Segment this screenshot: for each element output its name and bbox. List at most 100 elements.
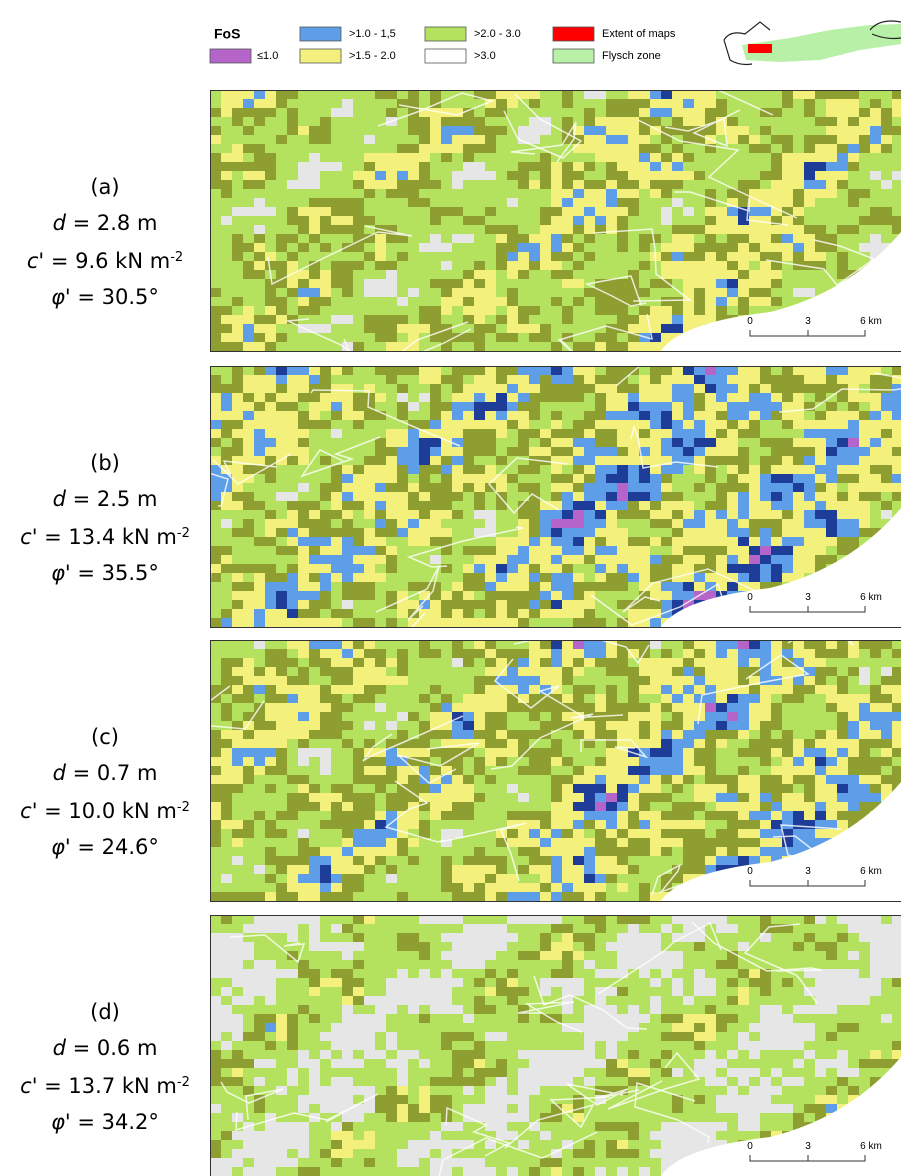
terrain-cell	[551, 243, 562, 252]
terrain-cell	[705, 438, 716, 447]
terrain-cell	[507, 288, 518, 297]
terrain-cell	[606, 748, 617, 757]
terrain-cell	[551, 564, 562, 573]
terrain-cell	[364, 766, 375, 775]
terrain-cell	[606, 288, 617, 297]
terrain-cell	[628, 667, 639, 676]
terrain-cell	[254, 474, 265, 483]
terrain-cell	[265, 333, 276, 342]
terrain-cell	[430, 279, 441, 288]
terrain-cell	[859, 703, 870, 712]
terrain-cell	[617, 270, 628, 279]
terrain-cell	[298, 474, 309, 483]
terrain-cell	[298, 288, 309, 297]
terrain-cell	[430, 802, 441, 811]
terrain-cell	[276, 420, 287, 429]
terrain-cell	[309, 546, 320, 555]
terrain-cell	[254, 685, 265, 694]
terrain-cell	[232, 627, 243, 628]
terrain-cell	[826, 384, 837, 393]
terrain-cell	[276, 573, 287, 582]
terrain-cell	[397, 492, 408, 501]
terrain-cell	[221, 108, 232, 117]
terrain-cell	[551, 501, 562, 510]
terrain-cell	[309, 802, 320, 811]
terrain-cell	[760, 802, 771, 811]
terrain-cell	[848, 649, 859, 658]
terrain-cell	[837, 501, 848, 510]
terrain-cell	[397, 126, 408, 135]
terrain-cell	[364, 297, 375, 306]
terrain-cell	[694, 288, 705, 297]
terrain-cell	[804, 225, 815, 234]
terrain-cell	[287, 712, 298, 721]
terrain-cell	[617, 600, 628, 609]
terrain-cell	[540, 573, 551, 582]
terrain-cell	[892, 225, 901, 234]
terrain-cell	[760, 351, 771, 352]
terrain-cell	[617, 315, 628, 324]
terrain-cell	[342, 483, 353, 492]
terrain-cell	[573, 342, 584, 351]
terrain-cell	[738, 546, 749, 555]
terrain-cell	[419, 279, 430, 288]
terrain-cell	[749, 519, 760, 528]
terrain-cell	[430, 153, 441, 162]
terrain-cell	[804, 676, 815, 685]
terrain-cell	[749, 288, 760, 297]
terrain-cell	[694, 483, 705, 492]
terrain-cell	[727, 270, 738, 279]
terrain-cell	[397, 189, 408, 198]
terrain-cell	[221, 225, 232, 234]
terrain-cell	[364, 162, 375, 171]
terrain-cell	[760, 261, 771, 270]
terrain-cell	[870, 730, 881, 739]
terrain-cell	[254, 757, 265, 766]
terrain-cell	[848, 438, 859, 447]
terrain-cell	[639, 582, 650, 591]
terrain-cell	[738, 279, 749, 288]
terrain-cell	[221, 402, 232, 411]
terrain-cell	[221, 784, 232, 793]
terrain-cell	[342, 712, 353, 721]
terrain-cell	[837, 703, 848, 712]
terrain-cell	[727, 234, 738, 243]
terrain-cell	[848, 144, 859, 153]
terrain-cell	[870, 144, 881, 153]
terrain-cell	[760, 757, 771, 766]
terrain-cell	[265, 739, 276, 748]
terrain-cell	[529, 609, 540, 618]
terrain-cell	[683, 108, 694, 117]
terrain-cell	[386, 243, 397, 252]
terrain-cell	[793, 627, 804, 628]
terrain-cell	[694, 649, 705, 658]
terrain-cell	[342, 324, 353, 333]
terrain-cell	[375, 270, 386, 279]
terrain-cell	[661, 135, 672, 144]
terrain-cell	[694, 438, 705, 447]
terrain-cell	[584, 135, 595, 144]
terrain-cell	[694, 162, 705, 171]
terrain-cell	[287, 573, 298, 582]
terrain-cell	[364, 501, 375, 510]
terrain-cell	[771, 402, 782, 411]
terrain-cell	[694, 582, 705, 591]
terrain-cell	[518, 306, 529, 315]
terrain-cell	[661, 243, 672, 252]
terrain-cell	[771, 685, 782, 694]
terrain-cell	[463, 667, 474, 676]
terrain-cell	[804, 411, 815, 420]
terrain-cell	[628, 658, 639, 667]
terrain-cell	[771, 216, 782, 225]
terrain-cell	[793, 802, 804, 811]
terrain-cell	[518, 573, 529, 582]
terrain-cell	[474, 297, 485, 306]
terrain-cell	[254, 694, 265, 703]
terrain-cell	[617, 501, 628, 510]
terrain-cell	[386, 694, 397, 703]
terrain-cell	[441, 99, 452, 108]
terrain-cell	[716, 757, 727, 766]
terrain-cell	[661, 685, 672, 694]
terrain-cell	[232, 198, 243, 207]
terrain-cell	[617, 99, 628, 108]
